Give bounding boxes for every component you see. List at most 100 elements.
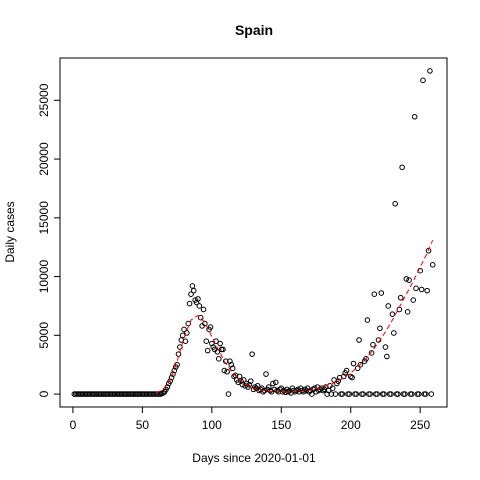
point <box>370 341 376 348</box>
chart-title: Spain <box>235 22 273 38</box>
y-tick-label: 10000 <box>37 260 51 294</box>
point <box>390 330 397 336</box>
y-tick-label: 25000 <box>37 83 51 117</box>
point <box>424 287 430 294</box>
point <box>382 344 389 350</box>
point <box>422 391 429 397</box>
point <box>377 325 383 332</box>
point <box>357 361 364 368</box>
point <box>385 303 392 309</box>
point <box>221 367 228 374</box>
point <box>329 385 336 391</box>
point <box>368 350 375 356</box>
point <box>271 386 278 393</box>
point <box>202 320 208 327</box>
point <box>200 306 207 313</box>
point <box>252 384 258 390</box>
point <box>420 77 426 84</box>
point <box>214 348 221 355</box>
point <box>225 391 232 397</box>
point <box>335 378 342 384</box>
point <box>406 277 412 283</box>
point <box>360 391 367 397</box>
point <box>427 68 433 74</box>
x-axis-label: Days since 2020-01-01 <box>192 451 316 465</box>
point <box>174 361 180 368</box>
point <box>339 391 346 397</box>
point <box>418 286 425 293</box>
point <box>392 200 398 207</box>
x-tick-label: 150 <box>271 418 291 432</box>
point <box>389 311 396 317</box>
point <box>203 338 210 344</box>
point <box>343 367 350 374</box>
point <box>272 379 279 386</box>
point <box>410 297 417 303</box>
point <box>354 365 361 372</box>
point <box>403 276 410 282</box>
point <box>332 391 339 397</box>
point <box>196 303 203 309</box>
point <box>293 387 300 394</box>
point <box>413 285 419 292</box>
point <box>238 378 244 384</box>
point <box>270 380 276 387</box>
point <box>197 314 204 321</box>
point <box>350 360 357 367</box>
point <box>177 344 183 350</box>
point <box>184 330 190 336</box>
point <box>181 326 187 333</box>
point <box>353 391 360 397</box>
point <box>409 391 415 397</box>
point <box>404 309 411 315</box>
point <box>367 391 373 397</box>
fit-line <box>156 239 434 394</box>
point <box>320 387 326 394</box>
point <box>190 287 197 294</box>
point <box>402 391 408 397</box>
point <box>243 380 250 387</box>
point <box>227 358 233 364</box>
point <box>263 371 269 377</box>
point <box>416 391 422 397</box>
y-axis-label: Daily cases <box>3 201 17 262</box>
point <box>399 164 405 171</box>
point <box>429 262 436 268</box>
point <box>364 317 371 323</box>
point <box>160 390 167 396</box>
point <box>417 267 423 274</box>
plot-box <box>59 57 448 408</box>
point <box>204 347 211 354</box>
point <box>411 113 418 120</box>
point <box>240 377 247 383</box>
point <box>356 337 362 343</box>
y-tick-label: 5000 <box>37 322 51 349</box>
point <box>171 367 178 374</box>
point <box>347 373 354 380</box>
point <box>425 247 432 254</box>
x-tick-label: 200 <box>341 418 361 432</box>
point <box>265 384 272 390</box>
point <box>384 353 390 360</box>
point <box>388 391 394 397</box>
x-tick-label: 0 <box>70 418 77 432</box>
point <box>371 291 378 297</box>
point <box>302 386 308 393</box>
point <box>207 324 214 330</box>
point <box>395 391 401 397</box>
point <box>209 340 215 347</box>
point <box>228 361 235 368</box>
point <box>235 379 242 386</box>
point <box>381 391 387 397</box>
point <box>229 365 236 372</box>
point <box>188 291 194 297</box>
point <box>193 299 200 306</box>
y-tick-label: 0 <box>37 390 51 397</box>
point <box>217 340 223 347</box>
point <box>249 351 255 357</box>
point <box>378 290 385 296</box>
point <box>260 388 267 395</box>
point <box>220 346 226 353</box>
